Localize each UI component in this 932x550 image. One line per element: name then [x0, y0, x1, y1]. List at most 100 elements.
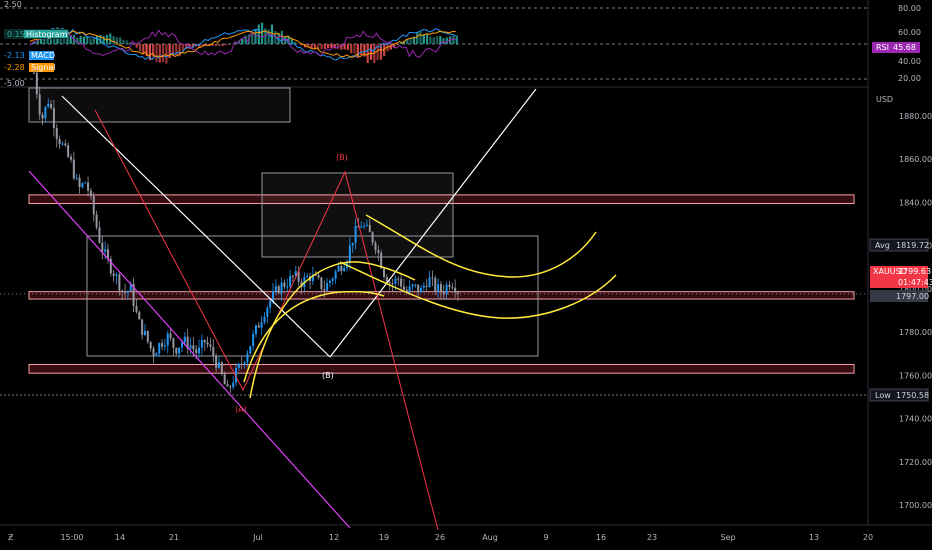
candle-body: [323, 289, 326, 291]
histogram-bar: [270, 24, 274, 44]
histogram-bar: [201, 44, 204, 47]
candle-body: [291, 275, 294, 277]
consolidation-box-mid[interactable]: [261, 172, 454, 258]
symbol-tag-price: 1799.63: [898, 267, 931, 276]
candle-body: [106, 249, 109, 259]
candle-body: [340, 265, 343, 272]
magenta-trendline[interactable]: [28, 170, 351, 529]
candle-body: [425, 285, 428, 288]
zone-rect[interactable]: [28, 291, 855, 300]
candle-body: [320, 277, 323, 290]
candle-body: [326, 283, 329, 291]
candle-body: [104, 249, 107, 252]
histogram-bar: [366, 44, 369, 64]
legend-signal[interactable]: -2.28 Signal: [4, 63, 56, 72]
candle-body: [35, 72, 38, 95]
candle-body: [126, 290, 129, 293]
histogram-bar: [152, 44, 155, 57]
consolidation-box-large[interactable]: [86, 235, 539, 357]
candle-body: [135, 305, 138, 312]
candle-body: [175, 347, 178, 354]
candle-body: [132, 283, 135, 306]
histogram-bar: [76, 37, 79, 44]
time-tick-label: Aug: [482, 533, 498, 542]
candle-body: [420, 287, 423, 293]
candle-body: [220, 362, 223, 375]
candle-body: [232, 382, 235, 388]
candle-body: [269, 300, 272, 308]
candle-body: [354, 225, 357, 243]
time-tick-label: 9: [543, 533, 548, 542]
candle-body: [192, 345, 195, 350]
time-tick-label: 16: [596, 533, 606, 542]
time-tick-label: 14: [115, 533, 125, 542]
histogram-bar: [135, 44, 138, 48]
zone-rect[interactable]: [28, 364, 855, 374]
price-line-tag[interactable]: 1797.00: [870, 290, 929, 302]
yellow-arc-right-lower[interactable]: [339, 261, 617, 319]
currency-label: USD: [876, 95, 893, 104]
histogram-bar: [214, 44, 217, 47]
candle-body: [457, 292, 459, 294]
legend-macd[interactable]: -2.13 MACD: [4, 51, 55, 60]
yellow-arc-upper[interactable]: [249, 261, 416, 399]
consolidation-box-top[interactable]: [28, 87, 291, 123]
histogram-bar: [43, 35, 46, 44]
histogram-bar: [379, 44, 382, 60]
candle-body: [377, 250, 380, 253]
yellow-arc-lower[interactable]: [243, 290, 385, 383]
time-tick-label: 19: [379, 533, 389, 542]
macd-scale-bottom: -5.00: [4, 79, 25, 88]
candle-body: [266, 307, 269, 317]
red-wave-lines[interactable]: [94, 109, 439, 531]
time-axis[interactable]: Ƶ 15:00 14 21 Jul 12 19 26 Aug 9 16 23 Sep 13 20: [8, 533, 873, 542]
white-trendline-up[interactable]: [329, 88, 537, 358]
candle-body: [385, 276, 388, 283]
candle-body: [240, 364, 243, 366]
histogram-bar: [198, 44, 201, 47]
symbol-tag-label: XAUUSD: [873, 267, 907, 276]
candle-body: [334, 271, 337, 279]
histogram-bar: [356, 44, 359, 58]
histogram-bar: [241, 38, 244, 44]
candle-body: [64, 143, 67, 146]
candle-body: [394, 278, 397, 284]
candle-body: [183, 336, 186, 343]
timezone-icon[interactable]: Ƶ: [8, 533, 14, 542]
low-tag[interactable]: Low 1750.58: [869, 388, 929, 402]
candle-body: [87, 182, 90, 191]
histogram-bar: [323, 44, 326, 49]
histogram-bar: [307, 44, 310, 48]
price-axis[interactable]: USD 1880.001860.001840.001820.001800.001…: [869, 95, 932, 510]
candle-body: [212, 346, 215, 357]
histogram-bar: [313, 44, 316, 49]
indicator-pane[interactable]: 2.50 -5.00 0.15 Histogram -2.13 MACD -2.…: [0, 0, 921, 88]
histogram-bar: [396, 44, 399, 46]
avg-tag[interactable]: Avg 1819.72: [869, 238, 929, 252]
histogram-bar: [330, 44, 333, 48]
price-tick-label: 1720.00: [899, 458, 932, 467]
histogram-bar: [257, 24, 260, 44]
zone-rect[interactable]: [28, 194, 855, 205]
candle-body: [195, 349, 198, 354]
candle-body: [337, 265, 340, 272]
rsi-tag[interactable]: RSI 45.68: [872, 42, 920, 53]
candle-body: [411, 284, 414, 287]
histogram-bar: [383, 44, 386, 57]
wave-label-b-white: (B): [322, 371, 334, 380]
price-tick-label: 1840.00: [899, 198, 932, 207]
main-pane[interactable]: (B) (A) (B): [0, 67, 868, 531]
legend-histogram[interactable]: 0.15 Histogram: [4, 29, 68, 39]
wave-label-a: (A): [235, 405, 247, 414]
histogram-bar: [221, 44, 224, 47]
histogram-bar: [274, 30, 277, 44]
histogram-bar: [267, 29, 270, 44]
candle-body: [243, 362, 246, 365]
symbol-tag[interactable]: XAUUSD 1799.63 01:47:43: [870, 266, 932, 288]
histogram-bar: [102, 36, 105, 44]
time-tick-label: Jul: [252, 533, 263, 542]
histogram-bar: [162, 44, 165, 63]
yellow-arc-right-upper[interactable]: [365, 214, 597, 278]
histogram-bar: [455, 35, 458, 44]
